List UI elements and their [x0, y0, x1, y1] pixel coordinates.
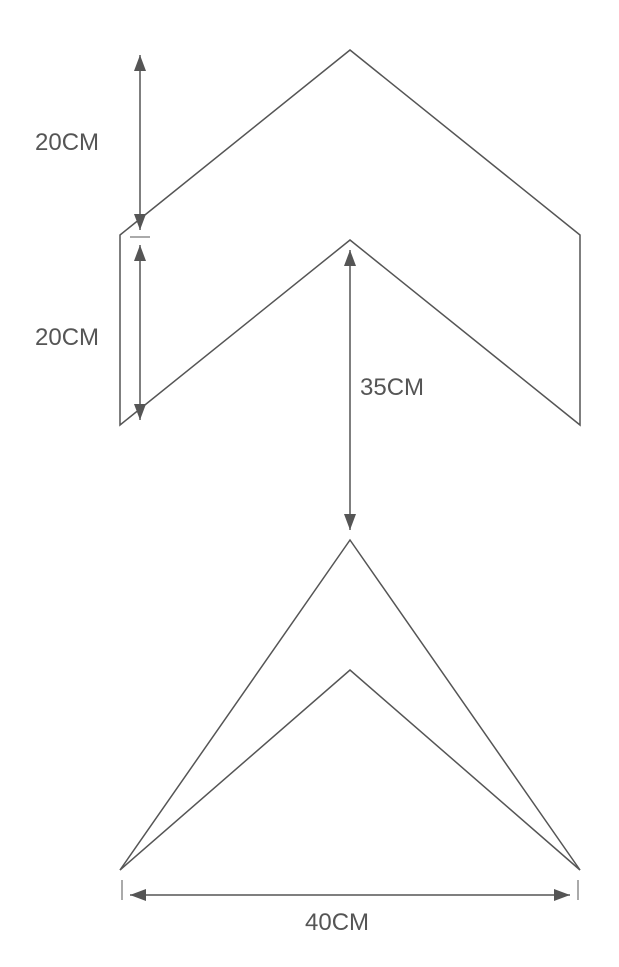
arrowhead	[344, 514, 356, 530]
dimension-diagram: 20CM 20CM 35CM 40CM	[0, 0, 619, 967]
arrowhead	[344, 250, 356, 266]
arrowhead	[134, 55, 146, 71]
dim-20-lower-label: 20CM	[35, 324, 99, 351]
bottom-chevron-outer	[120, 540, 580, 870]
dim-35-label: 35CM	[360, 374, 424, 401]
arrowhead	[554, 889, 570, 901]
dim-40-label: 40CM	[305, 909, 369, 936]
dim-20-upper-label: 20CM	[35, 129, 99, 156]
arrowhead	[134, 245, 146, 261]
arrowhead	[130, 889, 146, 901]
